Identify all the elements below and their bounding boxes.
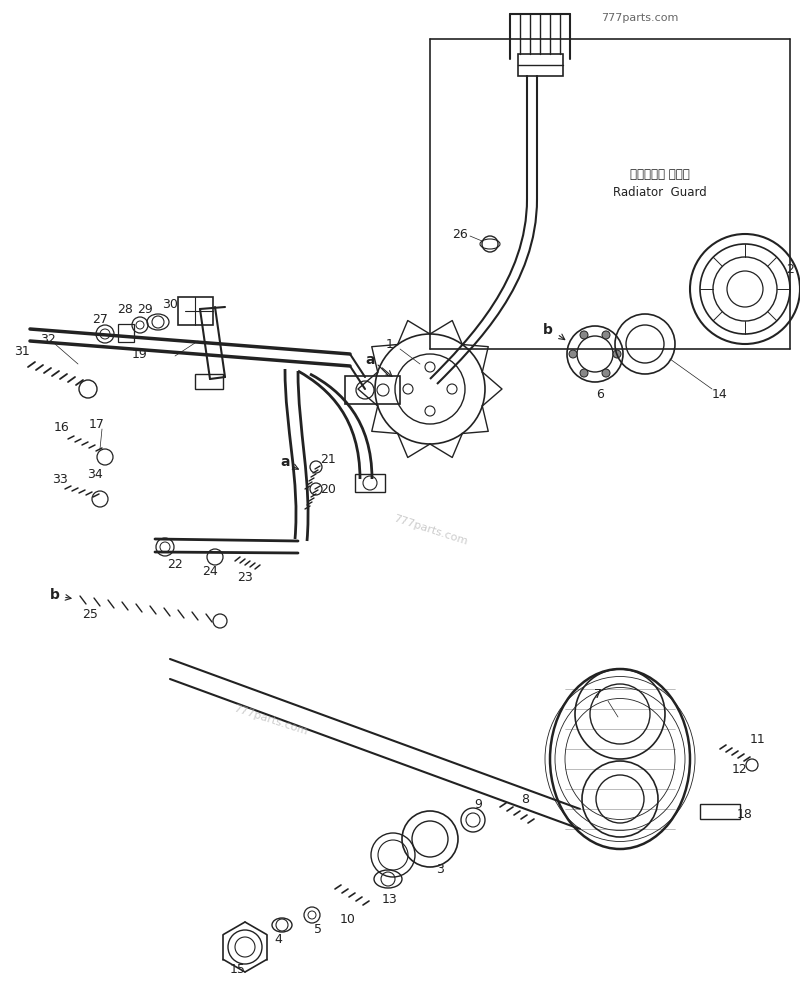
Text: 7: 7 xyxy=(594,688,602,701)
Circle shape xyxy=(602,332,610,340)
Text: a: a xyxy=(280,454,290,468)
Text: 20: 20 xyxy=(320,483,336,496)
Bar xyxy=(700,804,740,819)
Text: 19: 19 xyxy=(132,348,148,361)
Text: 1: 1 xyxy=(386,338,394,351)
Text: b: b xyxy=(50,588,60,602)
Text: 5: 5 xyxy=(314,923,322,936)
Text: 12: 12 xyxy=(732,762,748,775)
Text: 29: 29 xyxy=(137,303,153,316)
Bar xyxy=(118,325,134,343)
Bar xyxy=(345,376,400,404)
Text: a: a xyxy=(366,353,374,367)
Text: 22: 22 xyxy=(167,558,183,571)
Text: 4: 4 xyxy=(274,933,282,946)
Text: 16: 16 xyxy=(54,421,70,434)
Text: ラジエータ ガード: ラジエータ ガード xyxy=(630,169,690,182)
Text: 32: 32 xyxy=(40,333,56,346)
Text: 24: 24 xyxy=(202,565,218,578)
Text: 13: 13 xyxy=(382,893,398,906)
Text: 11: 11 xyxy=(750,733,766,746)
Circle shape xyxy=(613,351,621,359)
Text: 10: 10 xyxy=(340,913,356,926)
Text: 23: 23 xyxy=(237,571,253,584)
Text: 6: 6 xyxy=(596,388,604,401)
Text: 28: 28 xyxy=(117,303,133,316)
Bar xyxy=(518,55,563,77)
Text: 33: 33 xyxy=(52,473,68,486)
Text: 8: 8 xyxy=(521,792,529,805)
Circle shape xyxy=(580,332,588,340)
Text: 30: 30 xyxy=(162,298,178,311)
Circle shape xyxy=(602,370,610,378)
Text: 21: 21 xyxy=(320,453,336,466)
Circle shape xyxy=(569,351,577,359)
Text: 14: 14 xyxy=(712,388,728,401)
Bar xyxy=(178,298,213,326)
Text: 2: 2 xyxy=(786,263,794,276)
Text: 777parts.com: 777parts.com xyxy=(602,13,678,23)
Text: 9: 9 xyxy=(474,797,482,810)
Text: b: b xyxy=(543,323,553,337)
Text: 3: 3 xyxy=(436,863,444,876)
Text: 777parts.com: 777parts.com xyxy=(232,702,308,736)
Text: 34: 34 xyxy=(87,468,103,481)
Text: 18: 18 xyxy=(737,807,753,820)
Circle shape xyxy=(580,370,588,378)
Bar xyxy=(195,375,223,389)
Text: 31: 31 xyxy=(14,345,30,358)
Text: 26: 26 xyxy=(452,229,468,242)
Text: 15: 15 xyxy=(230,963,246,976)
Text: 27: 27 xyxy=(92,313,108,326)
Text: 25: 25 xyxy=(82,608,98,621)
Bar xyxy=(355,474,385,492)
Text: 777parts.com: 777parts.com xyxy=(392,513,468,547)
Text: 17: 17 xyxy=(89,418,105,431)
Text: Radiator  Guard: Radiator Guard xyxy=(613,186,707,199)
